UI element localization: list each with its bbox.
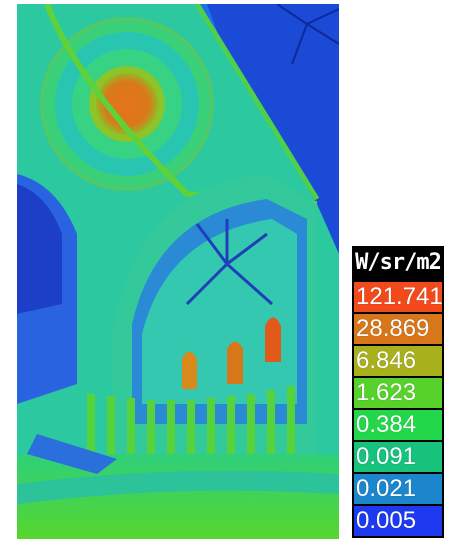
legend-entry: 0.384 [354, 410, 442, 440]
legend-entry: 121.741 [354, 282, 443, 312]
legend-entry: 1.623 [354, 378, 442, 408]
luminance-legend: W/sr/m2 121.741 28.869 6.846 1.623 0.384… [352, 246, 444, 538]
legend-entry: 6.846 [354, 346, 442, 376]
legend-entry: 28.869 [354, 314, 442, 344]
legend-unit-label: W/sr/m2 [352, 246, 444, 280]
legend-entry: 0.021 [354, 474, 442, 504]
legend-entry: 0.005 [354, 506, 442, 536]
falsecolor-luminance-image [17, 4, 339, 539]
legend-entry: 0.091 [354, 442, 442, 472]
rotunda-interior-image [17, 4, 339, 539]
